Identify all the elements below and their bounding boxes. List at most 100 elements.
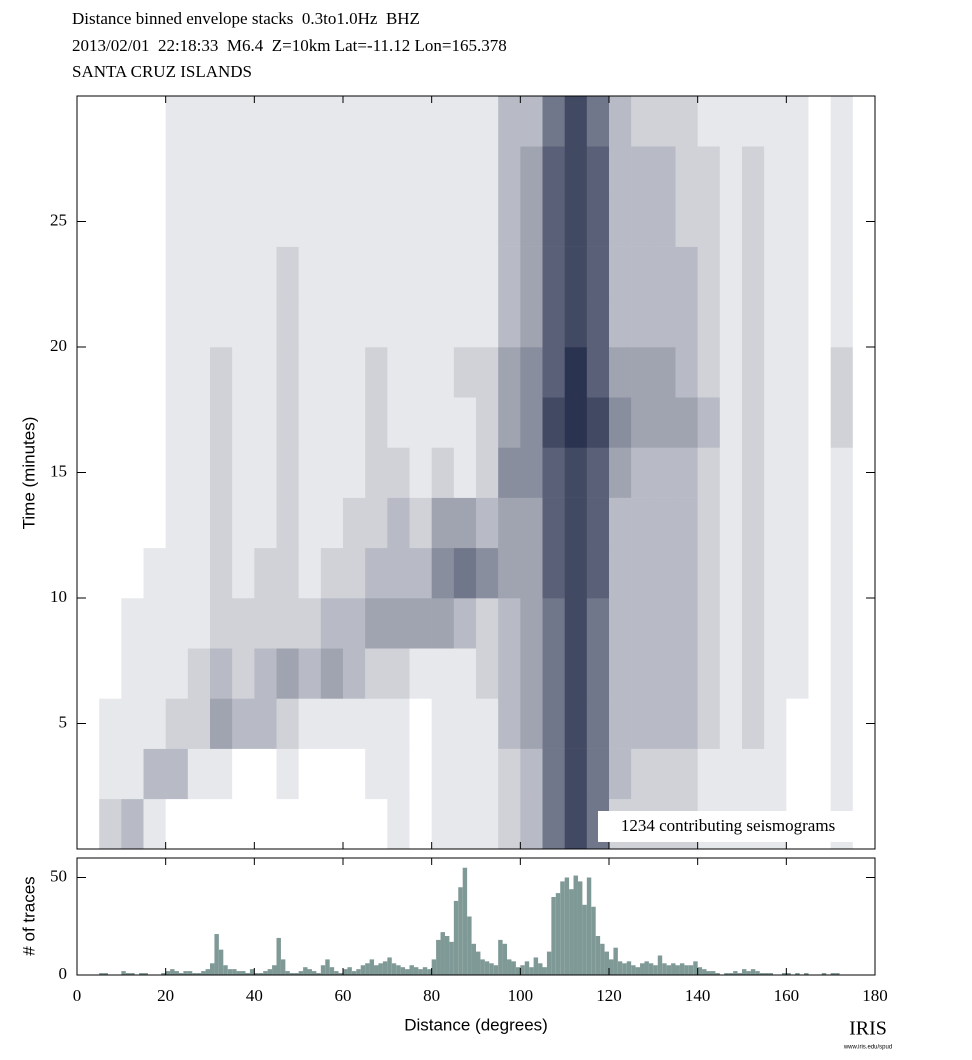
heatmap-cell [210, 296, 233, 348]
heatmap-cell [343, 246, 366, 298]
bar [573, 875, 578, 975]
heatmap-cell [830, 96, 854, 147]
heatmap-cell [409, 397, 432, 448]
heatmap-cell [187, 296, 211, 348]
heatmap-cell [453, 96, 477, 147]
heatmap-cell [830, 598, 854, 649]
heatmap-cell [786, 598, 809, 649]
bar [609, 959, 614, 975]
heatmap-cell [232, 246, 255, 298]
bar [546, 951, 552, 975]
heatmap-cell [476, 798, 499, 850]
heatmap-cell [143, 246, 166, 298]
bar [241, 971, 246, 975]
heatmap-cell [564, 146, 588, 197]
bar [595, 936, 601, 975]
heatmap-cell [298, 547, 322, 599]
bar [835, 973, 840, 975]
heatmap-cell [719, 497, 743, 549]
heatmap-cell [675, 547, 698, 599]
heatmap-cell [99, 397, 122, 448]
heatmap-cell [165, 547, 189, 599]
heatmap-cell [365, 397, 388, 448]
heatmap-cell [786, 146, 809, 197]
bar [409, 965, 414, 975]
heatmap-cell [675, 146, 698, 197]
heatmap-cell [320, 96, 344, 147]
bar [560, 881, 565, 975]
heatmap-cell [365, 347, 388, 398]
bar [170, 969, 175, 975]
heatmap-cell [365, 146, 388, 197]
bar [750, 969, 756, 975]
heatmap-cell [697, 397, 721, 448]
heatmap-cell [631, 296, 654, 348]
heatmap-cell [121, 547, 144, 599]
bar [666, 965, 672, 975]
heatmap-cell [121, 698, 144, 749]
heatmap-cell [764, 397, 787, 448]
heatmap-cell [564, 96, 588, 147]
heatmap-cell [631, 698, 654, 749]
heatmap-cell [542, 347, 565, 398]
heatmap-cell [187, 798, 211, 850]
heatmap-cell [232, 397, 255, 448]
heatmap-cell [254, 497, 277, 549]
bar [564, 877, 570, 975]
heatmap-cell [542, 246, 565, 298]
heatmap-cell [675, 447, 698, 498]
plot-frame [76, 857, 876, 976]
heatmap-cell [476, 748, 499, 800]
bar [258, 973, 264, 975]
heatmap-cell [520, 598, 543, 649]
heatmap-cell [453, 648, 477, 699]
heatmap-cell [276, 397, 299, 448]
heatmap-cell [808, 547, 831, 599]
heatmap-cell [453, 748, 477, 800]
bar [830, 973, 836, 975]
heatmap-cell [99, 96, 122, 147]
heatmap-cell [719, 547, 743, 599]
heatmap-cell [121, 748, 144, 800]
heatmap-cell [298, 347, 322, 398]
heatmap-cell [631, 447, 654, 498]
heatmap-cell [786, 547, 809, 599]
heatmap-cell [453, 347, 477, 398]
heatmap-cell [254, 447, 277, 498]
bar [737, 973, 742, 975]
heatmap-cell [852, 598, 876, 649]
heatmap-cell [742, 648, 765, 699]
heatmap-cell [453, 146, 477, 197]
chart-title: Distance binned envelope stacks 0.3to1.0… [72, 9, 420, 28]
heatmap-cell [121, 397, 144, 448]
heatmap-cell [187, 497, 211, 549]
heatmap-cell [210, 698, 233, 749]
bar [484, 961, 490, 975]
heatmap-cell [453, 598, 477, 649]
heatmap-cell [431, 347, 455, 398]
heatmap-cell [453, 447, 477, 498]
heatmap-cell [210, 798, 233, 850]
heatmap-cell [232, 547, 255, 599]
heatmap-cell [276, 698, 299, 749]
heatmap-cell [808, 497, 831, 549]
heatmap-cell [121, 497, 144, 549]
bar [436, 939, 441, 975]
heatmap-cell [719, 397, 743, 448]
heatmap-cell [453, 246, 477, 298]
heatmap-cell [764, 146, 787, 197]
bar [294, 973, 299, 975]
heatmap-cell [653, 397, 676, 448]
heatmap-cell [121, 798, 144, 850]
bar [569, 889, 574, 975]
heatmap-cell [409, 547, 432, 599]
heatmap-cell [808, 748, 831, 800]
bar [418, 969, 423, 975]
heatmap-cell [586, 447, 610, 498]
heatmap-cell [609, 96, 632, 147]
heatmap-cell [431, 598, 455, 649]
heatmap-cell [764, 698, 787, 749]
heatmap-cell [852, 698, 876, 749]
heatmap-cell [409, 748, 432, 800]
heatmap-cell [187, 347, 211, 398]
